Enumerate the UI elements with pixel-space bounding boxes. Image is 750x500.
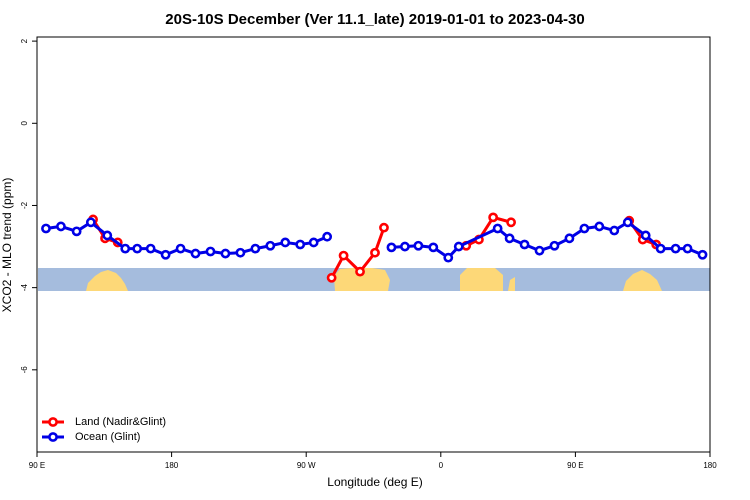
- data-point: [326, 272, 337, 283]
- x-axis-title: Longitude (deg E): [327, 475, 422, 489]
- data-point: [564, 233, 575, 244]
- plot-frame: [36, 36, 711, 453]
- data-point: [670, 243, 681, 254]
- legend-label: Land (Nadir&Glint): [75, 416, 166, 428]
- data-point: [120, 243, 131, 254]
- data-point: [682, 243, 693, 254]
- data-point: [400, 241, 410, 252]
- data-point: [506, 217, 516, 228]
- data-point: [132, 243, 143, 254]
- data-point: [235, 247, 246, 258]
- data-point: [579, 223, 590, 234]
- map-band: [38, 268, 710, 291]
- legend-marker: [48, 432, 58, 442]
- x-tick-label: 90 E: [29, 461, 45, 470]
- data-point: [386, 242, 397, 253]
- y-tick-label: -4: [20, 284, 29, 292]
- data-point: [453, 241, 464, 252]
- data-point: [308, 237, 319, 248]
- data-point: [413, 240, 424, 251]
- data-point: [504, 233, 515, 244]
- x-tick-label: 180: [703, 461, 717, 470]
- data-point: [492, 223, 503, 234]
- x-tick-label: 90 W: [297, 461, 316, 470]
- x-tick-label: 90 E: [567, 461, 583, 470]
- legend-marker: [48, 417, 58, 427]
- land-patch: [334, 268, 390, 291]
- y-tick-label: 2: [20, 38, 29, 43]
- data-point: [250, 243, 261, 254]
- data-point: [280, 237, 291, 248]
- data-point: [488, 212, 499, 223]
- land-patch: [460, 268, 515, 291]
- legend-label: Ocean (Glint): [75, 431, 140, 443]
- data-point: [549, 240, 560, 251]
- data-point: [295, 239, 306, 250]
- data-point: [443, 252, 454, 263]
- data-point: [220, 248, 231, 259]
- data-point: [519, 239, 530, 250]
- y-tick-label: -6: [20, 366, 29, 374]
- data-point: [379, 222, 389, 233]
- data-point: [534, 245, 545, 256]
- y-axis-title: XCO2 - MLO trend (ppm): [0, 178, 14, 313]
- data-point: [338, 250, 349, 261]
- data-point: [697, 249, 708, 260]
- data-point: [85, 217, 96, 228]
- data-point: [428, 242, 439, 253]
- data-point: [640, 230, 651, 241]
- data-point: [160, 249, 171, 260]
- data-point: [190, 248, 201, 259]
- chart-title: 20S-10S December (Ver 11.1_late) 2019-01…: [165, 11, 584, 28]
- data-point: [102, 230, 113, 241]
- data-point: [41, 223, 51, 234]
- land-patch: [623, 270, 662, 291]
- data-point: [71, 226, 82, 237]
- data-point: [609, 225, 620, 236]
- x-tick-label: 0: [439, 461, 444, 470]
- land-patch: [86, 270, 128, 291]
- x-tick-label: 180: [165, 461, 179, 470]
- y-tick-label: -2: [20, 201, 29, 209]
- data-point: [622, 217, 633, 228]
- data-point: [175, 243, 186, 254]
- data-point: [370, 247, 380, 258]
- data-point: [655, 243, 666, 254]
- data-point: [355, 266, 365, 277]
- data-point: [265, 240, 276, 251]
- y-tick-label: 0: [20, 121, 29, 126]
- data-point: [145, 243, 156, 254]
- data-point: [322, 231, 333, 242]
- data-point: [56, 221, 66, 232]
- data-point: [594, 221, 605, 232]
- data-point: [205, 246, 216, 257]
